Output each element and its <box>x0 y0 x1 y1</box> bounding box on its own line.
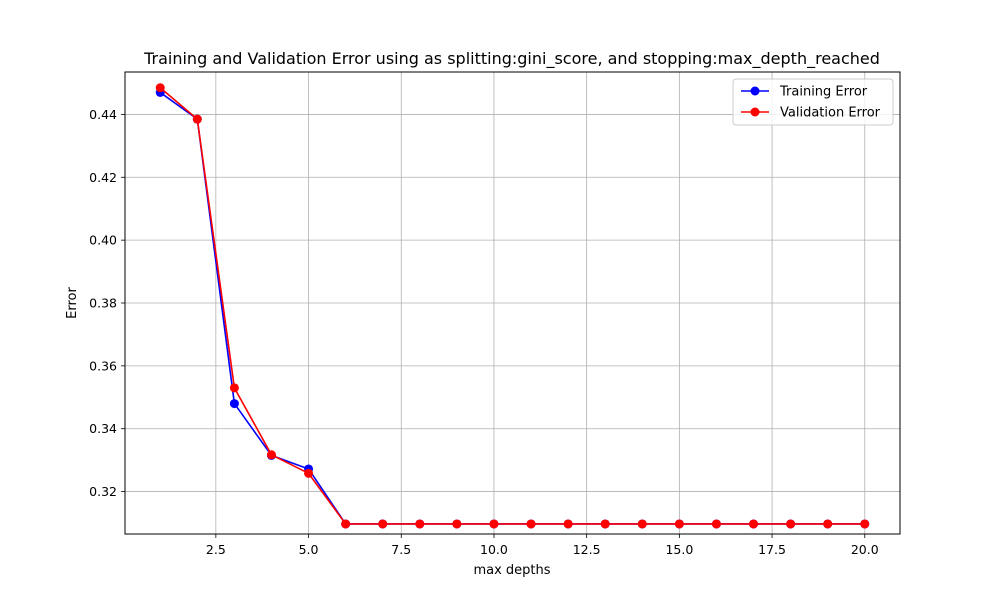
y-tick-label: 0.42 <box>89 170 117 185</box>
y-tick-label: 0.40 <box>89 233 117 248</box>
data-point-validation-error <box>563 519 573 529</box>
data-point-validation-error <box>674 519 684 529</box>
data-point-validation-error <box>786 519 796 529</box>
y-tick-label: 0.32 <box>89 484 117 499</box>
data-point-validation-error <box>304 468 314 478</box>
legend-label: Training Error <box>779 85 868 100</box>
data-point-validation-error <box>229 383 239 393</box>
series-layer <box>155 83 870 529</box>
chart-title: Training and Validation Error using as s… <box>143 49 880 69</box>
legend: Training Error Validation Error <box>732 78 894 126</box>
legend-swatch-marker <box>750 86 760 96</box>
y-axis-ticks: 0.32 0.34 0.36 0.38 0.40 0.42 0.44 <box>89 107 125 499</box>
legend-box <box>732 78 894 126</box>
data-point-validation-error <box>489 519 499 529</box>
legend-swatch-marker <box>750 107 760 117</box>
x-tick-label: 15.0 <box>665 542 693 557</box>
x-tick-label: 7.5 <box>391 542 411 557</box>
x-tick-label: 20.0 <box>851 542 879 557</box>
data-point-training-error <box>229 399 239 409</box>
data-point-validation-error <box>823 519 833 529</box>
data-point-validation-error <box>378 519 388 529</box>
data-point-validation-error <box>711 519 721 529</box>
y-tick-label: 0.36 <box>89 358 117 373</box>
x-tick-label: 12.5 <box>573 542 601 557</box>
series-line-training-error <box>159 91 865 525</box>
y-tick-label: 0.44 <box>89 107 117 122</box>
data-point-validation-error <box>637 519 647 529</box>
data-point-validation-error <box>452 519 462 529</box>
x-tick-label: 2.5 <box>206 542 226 557</box>
legend-label: Validation Error <box>780 106 881 121</box>
x-tick-label: 5.0 <box>299 542 319 557</box>
data-point-validation-error <box>415 519 425 529</box>
data-point-validation-error <box>341 519 351 529</box>
data-point-validation-error <box>192 114 202 124</box>
data-point-validation-error <box>860 519 870 529</box>
x-tick-label: 17.5 <box>758 542 786 557</box>
data-point-validation-error <box>155 83 165 93</box>
x-axis-ticks: 2.5 5.0 7.5 10.0 12.5 15.0 17.5 20.0 <box>206 534 879 557</box>
x-tick-label: 10.0 <box>480 542 508 557</box>
series-line-validation-error <box>159 87 865 525</box>
y-axis-label: Error <box>65 287 80 319</box>
y-tick-label: 0.38 <box>89 296 117 311</box>
grid-lines <box>125 72 900 534</box>
data-point-validation-error <box>266 450 276 460</box>
y-tick-label: 0.34 <box>89 421 117 436</box>
data-point-validation-error <box>600 519 610 529</box>
data-point-validation-error <box>526 519 536 529</box>
data-point-validation-error <box>749 519 759 529</box>
x-axis-label: max depths <box>473 563 550 578</box>
